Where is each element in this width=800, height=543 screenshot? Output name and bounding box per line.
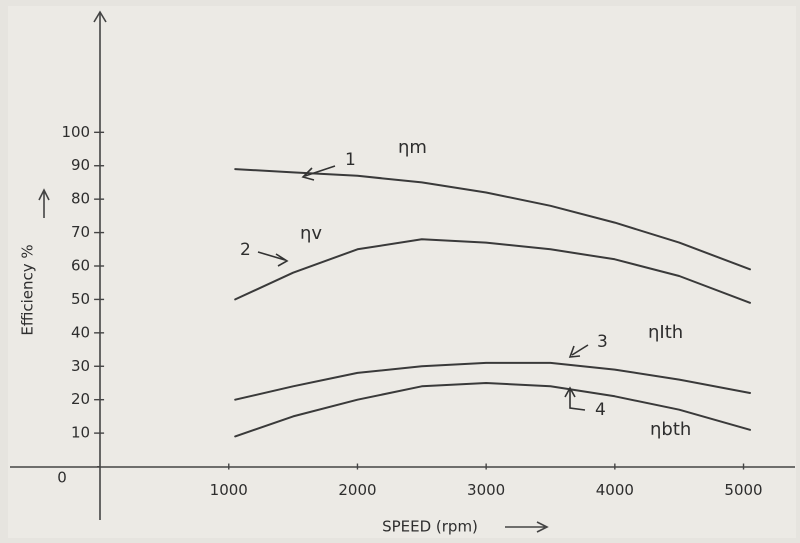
pointer-arrow <box>257 251 289 267</box>
pointer-arrow <box>301 165 336 181</box>
y-tick-label: 100 <box>61 123 90 141</box>
x-tick-label: 5000 <box>724 481 762 499</box>
y-axis-label: Efficiency % <box>19 244 37 335</box>
y-tick-label: 70 <box>71 223 90 241</box>
x-tick-label: 4000 <box>596 481 634 499</box>
y-tick-label: 80 <box>71 190 90 208</box>
pointer-arrow <box>564 386 586 411</box>
y-axis-arrow <box>93 10 107 23</box>
series-line <box>234 382 751 438</box>
series-number: 4 <box>595 400 606 420</box>
y-label-arrow <box>38 188 50 218</box>
origin-label: 0 <box>57 469 67 487</box>
pointer-arrow <box>568 344 589 358</box>
y-tick-label: 50 <box>71 290 90 308</box>
series-number: 3 <box>597 332 608 352</box>
series-line <box>234 238 751 304</box>
x-tick-label: 1000 <box>210 481 248 499</box>
y-tick-label: 20 <box>71 390 90 408</box>
series-number: 2 <box>240 240 251 260</box>
y-tick-label: 10 <box>71 424 90 442</box>
series-number: 1 <box>345 150 356 170</box>
series-name: ηbth <box>650 419 691 440</box>
y-tick-label: 30 <box>71 357 90 375</box>
series-line <box>234 361 751 401</box>
y-tick-label: 60 <box>71 257 90 275</box>
x-label-arrow <box>505 521 549 533</box>
x-tick-label: 3000 <box>467 481 505 499</box>
y-tick-label: 40 <box>71 323 90 341</box>
plot: 10 20 30 40 50 60 70 80 90 100 1000 2000 3000 4000 500… <box>61 123 762 499</box>
x-axis-label: SPEED (rpm) <box>382 518 478 536</box>
page <box>8 6 796 538</box>
series-name: ηm <box>398 137 427 158</box>
y-tick-label: 90 <box>71 156 90 174</box>
series-name: ηIth <box>648 322 683 343</box>
series-name: ηv <box>300 223 322 244</box>
x-tick-label: 2000 <box>338 481 376 499</box>
